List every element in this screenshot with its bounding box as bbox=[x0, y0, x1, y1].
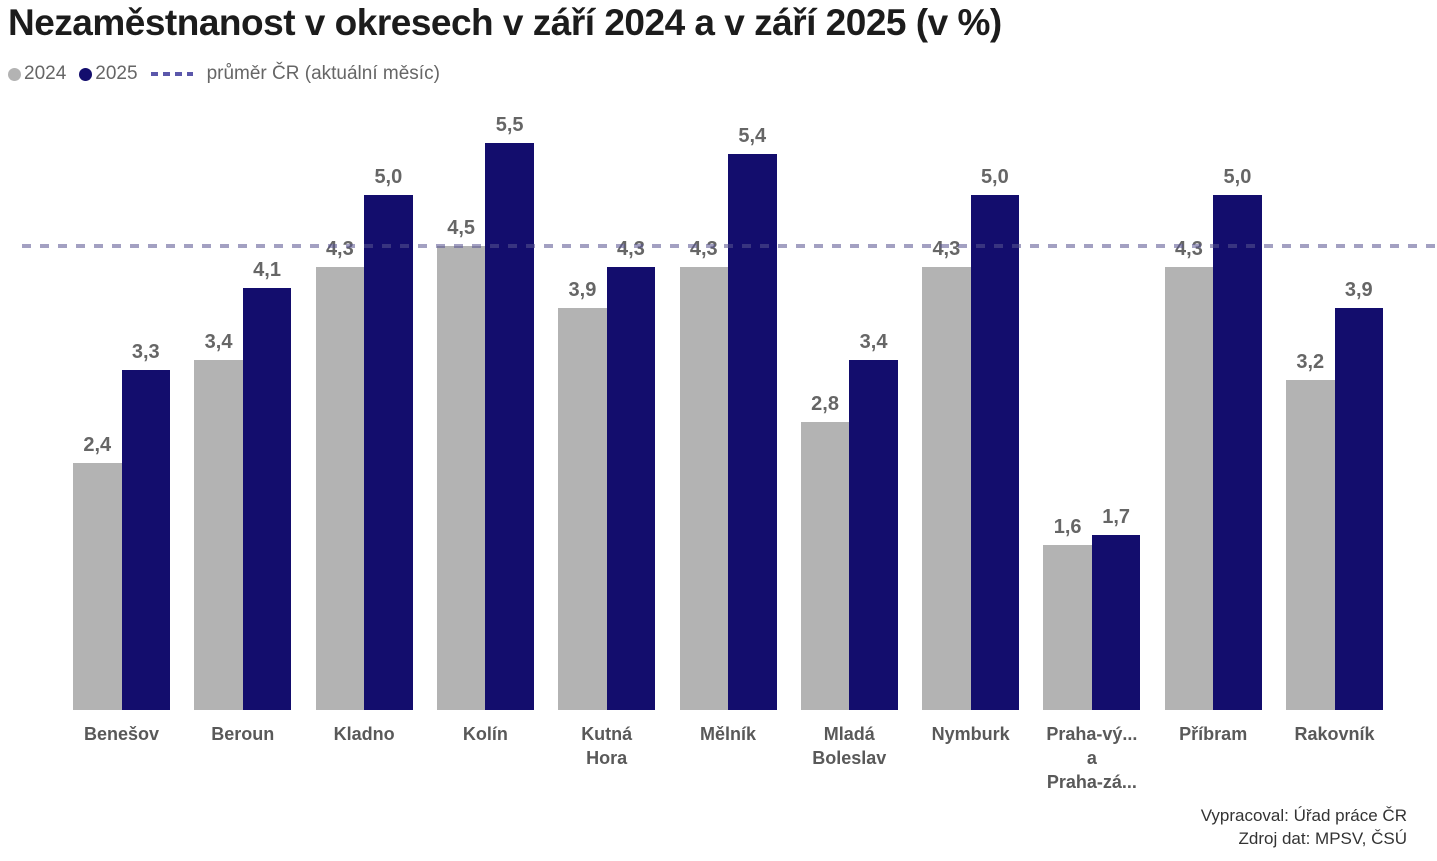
value-label-2024-4: 3,9 bbox=[568, 279, 597, 301]
bar-2024-3[interactable] bbox=[436, 246, 486, 710]
value-label-2025-3: 5,5 bbox=[495, 114, 524, 136]
bar-2025-8[interactable] bbox=[1091, 535, 1141, 710]
value-label-2024-8: 1,6 bbox=[1053, 516, 1082, 538]
category-label-4: Kutná Hora bbox=[581, 724, 633, 768]
bar-2024-4[interactable] bbox=[558, 308, 607, 710]
bar-2024-9[interactable] bbox=[1164, 267, 1214, 710]
bar-2025-6[interactable] bbox=[849, 360, 898, 710]
category-label-9: Příbram bbox=[1179, 724, 1248, 744]
value-label-2025-8: 1,7 bbox=[1102, 506, 1131, 528]
value-label-2025-9: 5,0 bbox=[1223, 166, 1252, 188]
value-label-2025-1: 4,1 bbox=[253, 259, 281, 281]
bar-2024-5[interactable] bbox=[679, 267, 728, 710]
bar-2024-1[interactable] bbox=[194, 360, 243, 710]
bar-2024-6[interactable] bbox=[800, 422, 850, 710]
category-label-1: Beroun bbox=[211, 724, 275, 744]
value-label-2024-9: 4,3 bbox=[1175, 238, 1203, 260]
value-label-2025-10: 3,9 bbox=[1344, 279, 1373, 301]
bar-2024-10[interactable] bbox=[1286, 380, 1335, 710]
bar-2024-8[interactable] bbox=[1043, 545, 1092, 710]
legend-marker-2025-icon bbox=[79, 67, 93, 81]
bar-2025-0[interactable] bbox=[121, 370, 170, 710]
legend-label-2024: 2024 bbox=[24, 63, 67, 84]
bar-2024-7[interactable] bbox=[922, 267, 971, 710]
category-label-10: Rakovník bbox=[1294, 724, 1375, 744]
legend-item-avg-line: průměr ČR (aktuální měsíc) bbox=[150, 63, 440, 85]
bar-2025-2[interactable] bbox=[364, 195, 413, 710]
x-axis-labels: Benešov Beroun Kladno Kolín Kutná Hora Mělník M… bbox=[0, 722, 1437, 802]
credits-author: Vypracoval: Úřad práce ČR bbox=[1200, 806, 1407, 825]
credits: Vypracoval: Úřad práce ČR Zdroj dat: MPS… bbox=[1201, 804, 1407, 850]
bar-2025-10[interactable] bbox=[1334, 308, 1383, 710]
bar-2024-0[interactable] bbox=[73, 463, 122, 710]
value-label-2024-0: 2,4 bbox=[83, 434, 112, 456]
category-label-3: Kolín bbox=[462, 724, 508, 744]
bar-2025-7[interactable] bbox=[970, 195, 1020, 710]
value-label-2025-4: 4,3 bbox=[617, 238, 645, 260]
value-label-2024-7: 4,3 bbox=[932, 238, 961, 260]
bar-2024-2[interactable] bbox=[315, 267, 365, 710]
bar-2025-4[interactable] bbox=[606, 267, 656, 710]
value-label-2024-10: 3,2 bbox=[1296, 351, 1325, 373]
value-label-2024-2: 4,3 bbox=[325, 238, 354, 260]
bar-2025-3[interactable] bbox=[485, 143, 534, 710]
value-label-2025-7: 5,0 bbox=[980, 166, 1009, 188]
legend-label-avg-line: průměr ČR (aktuální měsíc) bbox=[206, 63, 440, 84]
avg-line-dash-icon bbox=[150, 72, 193, 76]
value-label-2024-3: 4,5 bbox=[447, 217, 476, 239]
value-label-2025-2: 5,0 bbox=[374, 166, 403, 188]
legend-item-2025[interactable]: 2025 bbox=[79, 63, 138, 85]
legend-marker-2024-icon bbox=[8, 67, 21, 81]
credits-source: Zdroj dat: MPSV, ČSÚ bbox=[1238, 829, 1408, 848]
average-line bbox=[22, 244, 1437, 248]
value-label-2024-6: 2,8 bbox=[811, 393, 839, 415]
value-label-2025-0: 3,3 bbox=[131, 341, 160, 363]
category-label-6: Mladá Boleslav bbox=[812, 724, 887, 768]
bar-2025-1[interactable] bbox=[242, 288, 292, 710]
legend-item-2024[interactable]: 2024 bbox=[8, 63, 66, 85]
category-label-7: Nymburk bbox=[931, 724, 1010, 744]
category-label-8: Praha-vý... a Praha-zá... bbox=[1046, 724, 1138, 792]
legend: 2024 2025 průměr ČR (aktuální měsíc) bbox=[8, 63, 440, 85]
value-label-2025-6: 3,4 bbox=[859, 331, 888, 353]
plot-area: 2,4 3,3 3,4 4,1 4,3 5,0 4,5 5,5 3,9 4,3 4,3 5,4 2,8 3… bbox=[0, 110, 1437, 710]
bar-2025-9[interactable] bbox=[1213, 195, 1262, 710]
value-label-2025-5: 5,4 bbox=[738, 125, 767, 147]
category-label-0: Benešov bbox=[83, 724, 160, 744]
category-label-2: Kladno bbox=[333, 724, 395, 744]
value-label-2024-1: 3,4 bbox=[204, 331, 233, 353]
category-label-5: Mělník bbox=[699, 724, 756, 744]
value-label-2024-5: 4,3 bbox=[689, 238, 718, 260]
legend-label-2025: 2025 bbox=[95, 63, 138, 84]
chart-title: Nezaměstnanost v okresech v září 2024 a … bbox=[8, 2, 1002, 43]
